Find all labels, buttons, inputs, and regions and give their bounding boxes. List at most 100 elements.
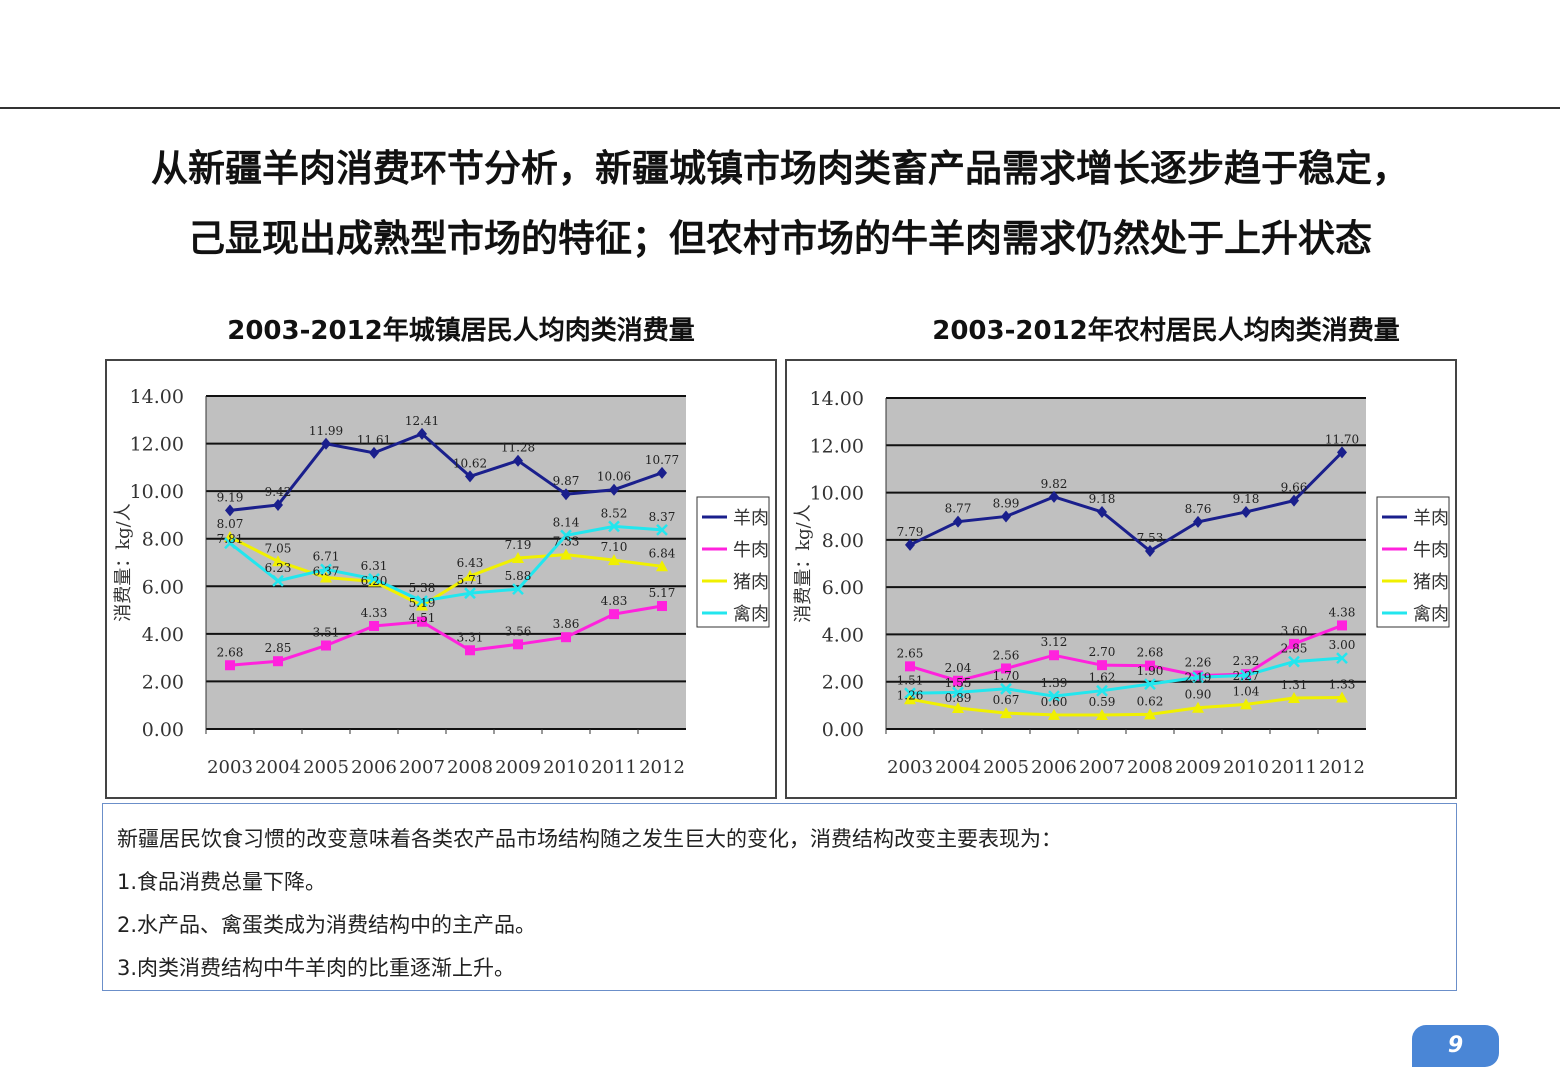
data-point	[1049, 650, 1059, 661]
data-point	[368, 575, 380, 587]
data-label: 11.99	[309, 424, 343, 438]
series-line-2	[909, 696, 1343, 717]
data-label: 2.27	[1233, 669, 1260, 683]
data-point	[953, 515, 963, 528]
y-tick-label: 8.00	[822, 530, 864, 552]
data-point	[657, 466, 667, 479]
data-point	[1048, 690, 1060, 703]
y-tick-label: 6.00	[822, 577, 864, 599]
x-tick-label: 2009	[1175, 757, 1221, 778]
data-label: 3.86	[553, 617, 580, 631]
data-point	[1241, 505, 1251, 518]
x-tick-label: 2006	[351, 757, 397, 778]
headline-line-1: 从新疆羊肉消费环节分析，新疆城镇市场肉类畜产品需求增长逐步趋于稳定，	[151, 147, 1409, 190]
data-point	[321, 437, 331, 450]
data-label: 9.42	[265, 485, 292, 499]
x-tick-label: 2008	[447, 757, 493, 778]
series-line-1	[229, 604, 663, 667]
data-label: 10.77	[645, 453, 679, 467]
data-label: 2.04	[945, 661, 972, 675]
data-point	[1097, 505, 1107, 518]
series-line-0	[229, 432, 663, 512]
data-point	[1288, 692, 1300, 704]
legend-label: 牛肉	[1413, 540, 1449, 561]
y-tick-label: 14.00	[810, 388, 864, 410]
y-tick-label: 10.00	[130, 481, 184, 503]
y-tick-label: 10.00	[810, 483, 864, 505]
y-tick-label: 12.00	[810, 435, 864, 457]
series-line-2	[229, 535, 663, 608]
legend-label: 牛肉	[733, 540, 769, 561]
data-point	[1096, 684, 1108, 697]
data-label: 5.88	[505, 569, 532, 583]
data-label: 9.82	[1041, 477, 1068, 491]
data-point	[417, 616, 427, 627]
note-1: 1.食品消费总量下降。	[117, 870, 327, 894]
series-line-1	[909, 624, 1343, 683]
data-label: 9.66	[1281, 481, 1308, 495]
series-line-0	[909, 451, 1344, 553]
x-tick-label: 2009	[495, 757, 541, 778]
chart-title-rural: 2003-2012年农村居民人均肉类消费量	[932, 316, 1400, 346]
note-3: 3.肉类消费结构中牛羊肉的比重逐渐上升。	[117, 956, 516, 980]
data-label: 7.10	[601, 540, 628, 554]
data-label: 1.04	[1233, 684, 1260, 698]
x-tick-label: 2004	[255, 757, 301, 778]
y-tick-label: 4.00	[822, 624, 864, 646]
data-label: 6.84	[649, 546, 676, 560]
x-tick-label: 2011	[1271, 757, 1317, 778]
data-point	[321, 640, 331, 651]
data-label: 9.87	[553, 474, 580, 488]
data-label: 8.37	[649, 510, 676, 524]
data-label: 6.31	[361, 559, 388, 573]
data-label: 0.89	[945, 691, 972, 705]
data-label: 1.33	[1329, 678, 1356, 692]
data-point	[1049, 490, 1059, 503]
data-point	[416, 599, 428, 611]
data-label: 6.20	[361, 574, 388, 588]
data-point	[561, 488, 571, 501]
data-label: 7.05	[265, 541, 292, 555]
data-point	[656, 560, 668, 572]
data-point	[609, 609, 619, 620]
data-label: 10.62	[453, 456, 487, 470]
data-label: 3.56	[505, 624, 532, 638]
data-label: 6.43	[457, 556, 484, 570]
data-point	[952, 701, 964, 713]
data-label: 2.19	[1185, 671, 1212, 685]
data-label: 0.67	[993, 693, 1020, 707]
header-divider	[0, 107, 1560, 109]
chart-title-urban: 2003-2012年城镇居民人均肉类消费量	[227, 316, 695, 346]
data-label: 6.23	[265, 561, 292, 575]
data-label: 0.59	[1089, 695, 1116, 709]
data-point	[1289, 638, 1299, 649]
data-point	[369, 446, 379, 459]
data-point	[416, 595, 428, 607]
data-label: 1.90	[1137, 664, 1164, 678]
legend-label: 禽肉	[733, 604, 769, 625]
data-label: 7.79	[897, 525, 924, 539]
data-point	[1289, 494, 1299, 507]
data-label: 11.70	[1325, 432, 1359, 446]
data-label: 8.14	[553, 515, 580, 529]
data-label: 5.17	[649, 586, 676, 600]
legend-label: 羊肉	[1413, 508, 1449, 529]
y-tick-label: 4.00	[142, 624, 184, 646]
data-label: 2.70	[1089, 645, 1116, 659]
data-point	[513, 454, 523, 467]
data-point	[369, 621, 379, 632]
data-point	[1145, 544, 1155, 557]
data-label: 8.52	[601, 506, 628, 520]
data-point	[1192, 701, 1204, 713]
data-point	[320, 563, 332, 576]
data-label: 4.51	[409, 611, 436, 625]
data-label: 8.77	[945, 502, 972, 516]
y-tick-label: 6.00	[142, 576, 184, 598]
y-tick-label: 0.00	[142, 719, 184, 741]
data-point	[657, 601, 667, 612]
data-point	[225, 660, 235, 671]
y-tick-label: 2.00	[142, 671, 184, 693]
x-tick-label: 2010	[1223, 757, 1269, 778]
legend	[1376, 496, 1450, 628]
